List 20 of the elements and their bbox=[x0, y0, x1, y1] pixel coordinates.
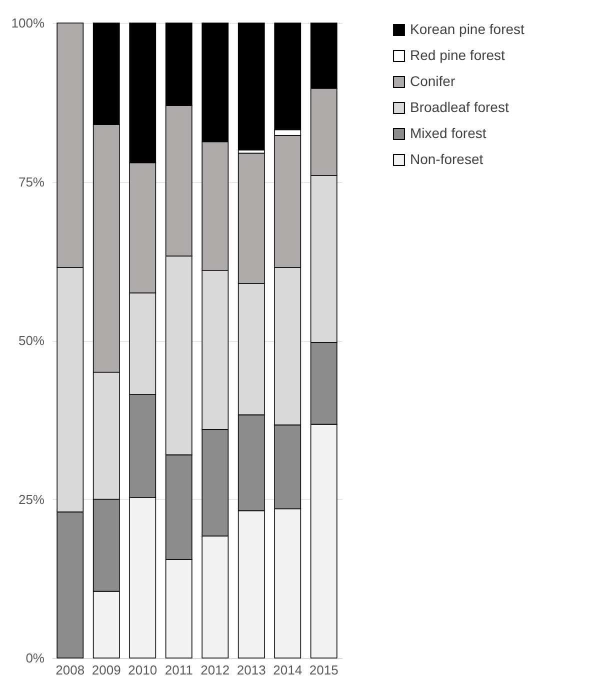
x-tick-label: 2009 bbox=[92, 662, 121, 678]
x-tick-label: 2012 bbox=[200, 662, 230, 678]
y-tick-label: 50% bbox=[18, 333, 45, 348]
x-tick-label: 2014 bbox=[273, 662, 302, 678]
legend-label: Broadleaf forest bbox=[410, 99, 509, 115]
y-tick-label: 25% bbox=[18, 492, 45, 507]
bar bbox=[238, 22, 265, 150]
x-tick-label: 2010 bbox=[128, 662, 158, 678]
y-tick-label: 75% bbox=[18, 174, 45, 190]
legend-label: Conifer bbox=[410, 73, 456, 89]
x-tick-label: 2013 bbox=[236, 662, 266, 678]
y-tick-label: 0% bbox=[26, 650, 45, 666]
y-tick-label: 100% bbox=[11, 16, 45, 30]
x-tick-label: 2008 bbox=[56, 662, 85, 678]
legend-label: Mixed forest bbox=[410, 125, 486, 141]
legend-label: Korean pine forest bbox=[410, 21, 525, 37]
x-tick-label: 2015 bbox=[309, 662, 338, 678]
x-tick-label: 2011 bbox=[164, 662, 193, 678]
legend-label: Red pine forest bbox=[410, 47, 506, 63]
legend-label: Non-foreset bbox=[410, 151, 484, 167]
